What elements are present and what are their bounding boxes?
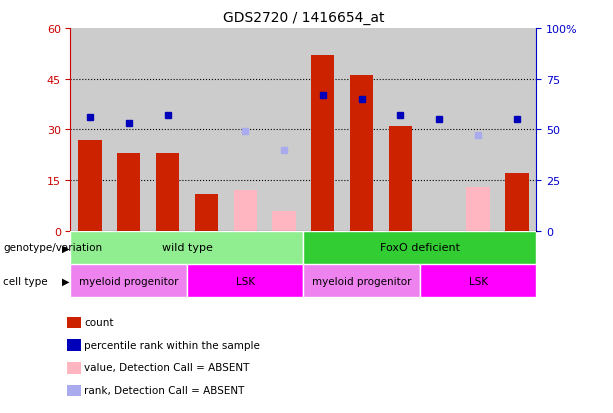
Bar [459,29,498,231]
Text: value, Detection Call = ABSENT: value, Detection Call = ABSENT [84,363,249,373]
Bar [70,231,303,264]
Bar [234,191,257,231]
Bar [195,194,218,231]
Bar [342,29,381,231]
Bar [381,29,420,231]
Bar [187,264,303,297]
Bar [148,29,187,231]
Bar [70,29,109,231]
Text: ▶: ▶ [63,243,70,253]
Text: wild type: wild type [162,243,212,253]
Bar [420,264,536,297]
Bar [272,211,295,231]
Bar [117,154,140,231]
Bar [505,174,528,231]
Bar [109,29,148,231]
Bar [303,29,342,231]
Bar [420,29,459,231]
Bar [389,127,412,231]
Text: percentile rank within the sample: percentile rank within the sample [84,340,260,350]
Bar [303,231,536,264]
Bar [311,56,335,231]
Text: cell type: cell type [3,276,48,286]
Bar [466,188,490,231]
Text: myeloid progenitor: myeloid progenitor [79,276,178,286]
Text: LSK: LSK [468,276,488,286]
Bar [78,140,102,231]
Bar [226,29,265,231]
Text: myeloid progenitor: myeloid progenitor [312,276,411,286]
Bar [350,76,373,231]
Bar [303,264,420,297]
Text: genotype/variation: genotype/variation [3,243,102,253]
Text: FoxO deficient: FoxO deficient [380,243,460,253]
Title: GDS2720 / 1416654_at: GDS2720 / 1416654_at [223,11,384,25]
Text: ▶: ▶ [63,276,70,286]
Text: rank, Detection Call = ABSENT: rank, Detection Call = ABSENT [84,385,245,395]
Bar [187,29,226,231]
Bar [70,264,187,297]
Bar [156,154,179,231]
Text: count: count [84,317,113,327]
Bar [498,29,536,231]
Text: LSK: LSK [235,276,255,286]
Bar [265,29,303,231]
